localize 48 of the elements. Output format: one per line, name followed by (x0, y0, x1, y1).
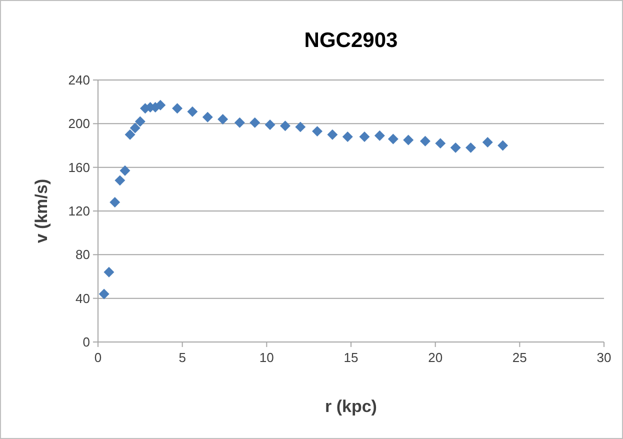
point (359, 132, 370, 142)
point (388, 134, 398, 144)
point (155, 100, 166, 110)
point (110, 197, 120, 208)
point (450, 142, 461, 153)
point (435, 138, 446, 149)
y-tick-label: 160 (68, 160, 90, 175)
y-tick-label: 0 (82, 334, 90, 350)
point (250, 117, 260, 128)
point (498, 140, 508, 151)
point (420, 136, 430, 146)
point (134, 116, 146, 127)
point (327, 129, 338, 140)
point (312, 126, 323, 137)
x-tick-label: 15 (344, 350, 358, 365)
y-axis-title: v (km/s) (32, 178, 51, 244)
y-tick-label: 200 (68, 116, 90, 132)
point (264, 120, 276, 130)
x-tick-label: 20 (428, 350, 443, 365)
point (482, 136, 493, 148)
point (374, 130, 385, 141)
point (403, 134, 414, 146)
x-tick-label: 30 (596, 350, 612, 365)
point (234, 117, 245, 128)
y-tick-label: 120 (68, 204, 90, 219)
x-tick-label: 0 (94, 350, 102, 365)
x-tick-label: 5 (178, 350, 186, 365)
y-tick-label: 40 (76, 290, 90, 306)
x-axis-title: r (kpc) (325, 397, 377, 416)
chart-title: NGC2903 (304, 29, 398, 52)
point (130, 122, 140, 134)
point (98, 288, 110, 300)
x-tick-label: 25 (512, 350, 527, 365)
point (124, 129, 136, 140)
point (295, 122, 306, 132)
y-tick-label: 240 (68, 72, 90, 88)
point (342, 132, 353, 142)
point (114, 175, 126, 186)
point (218, 114, 228, 125)
x-tick-label: 10 (259, 350, 274, 365)
point (466, 142, 476, 153)
point (187, 106, 198, 117)
point (280, 120, 290, 132)
point (120, 165, 130, 176)
y-tick-label: 80 (76, 247, 90, 262)
point (202, 112, 213, 122)
point (172, 103, 183, 114)
point (104, 266, 114, 278)
